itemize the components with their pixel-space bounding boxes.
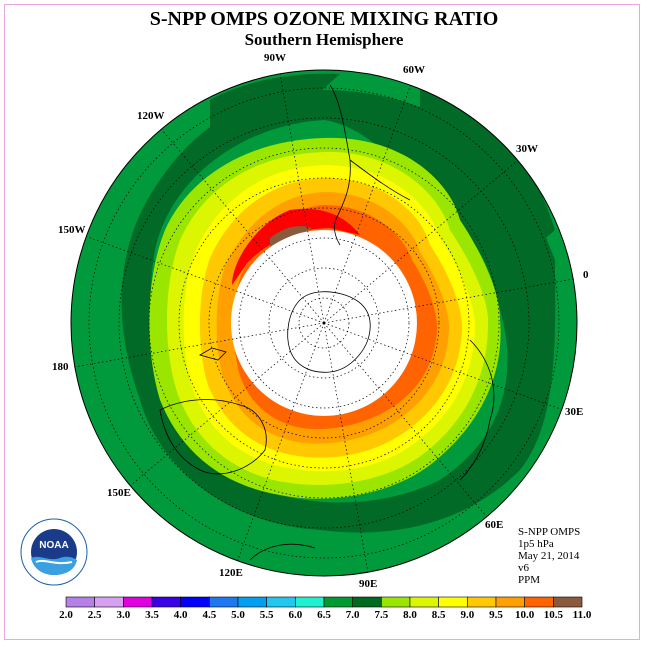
colorbar-swatch: [438, 596, 468, 608]
info-units: PPM: [518, 574, 541, 586]
colorbar-swatch: [381, 596, 411, 608]
colorbar-tick-label: 8.0: [403, 609, 417, 621]
colorbar-tick-label: 3.5: [145, 609, 159, 621]
ozone-fill-dark-topleft: [210, 73, 340, 130]
colorbar-swatch: [553, 596, 583, 608]
lon-label-150e: 150E: [107, 487, 131, 499]
south-pole-marker: [322, 321, 326, 325]
latitude-grid: [88, 87, 560, 559]
info-pressure-level: 1p5 hPa: [518, 538, 554, 550]
lon-label-120e: 120E: [219, 567, 243, 579]
colorbar: 2.0 2.5 3.0 3.5 4.0 4.5 5.0 5.5 6.0 6.5 7.0 7.5 8.0 8…: [59, 596, 592, 621]
lon-label-0: 0: [583, 269, 589, 281]
new-zealand-coast: [198, 347, 227, 361]
colorbar-swatch: [209, 596, 239, 608]
colorbar-swatch: [323, 596, 353, 608]
africa-coast: [459, 339, 495, 481]
lon-label-60e: 60E: [485, 519, 503, 531]
colorbar-tick-label: 6.0: [288, 609, 302, 621]
colorbar-tick-label: 6.5: [317, 609, 331, 621]
map-outline: [70, 69, 578, 577]
colorbar-swatch: [94, 596, 124, 608]
lon-label-30w: 30W: [516, 143, 538, 155]
antarctica-coast: [287, 291, 371, 373]
lon-label-120w: 120W: [137, 110, 165, 122]
colorbar-swatch: [266, 596, 296, 608]
ozone-fill-dark-topright: [420, 90, 555, 260]
info-instrument: S-NPP OMPS: [518, 526, 581, 538]
colorbar-tick-label: 11.0: [573, 609, 592, 621]
info-panel: S-NPP OMPS 1p5 hPa May 21, 2014 v6 PPM: [518, 526, 580, 586]
colorbar-tick-label: 10.0: [515, 609, 535, 621]
page-subtitle: Southern Hemisphere: [244, 30, 404, 49]
map-disk: [71, 70, 577, 576]
colorbar-swatch: [467, 596, 497, 608]
colorbar-tick-label: 2.0: [59, 609, 73, 621]
asia-coast: [249, 543, 316, 561]
colorbar-tick-label: 7.0: [346, 609, 360, 621]
colorbar-tick-label: 5.0: [231, 609, 245, 621]
page-title: S-NPP OMPS OZONE MIXING RATIO: [149, 8, 499, 30]
noaa-logo-text: NOAA: [39, 540, 68, 551]
coastlines: [159, 84, 495, 561]
colorbar-swatch: [180, 596, 210, 608]
info-date: May 21, 2014: [518, 550, 580, 562]
colorbar-tick-label: 9.5: [489, 609, 503, 621]
colorbar-swatch: [237, 596, 267, 608]
colorbar-tick-label: 7.5: [374, 609, 388, 621]
colorbar-tick-label: 4.0: [174, 609, 188, 621]
colorbar-tick-label: 5.5: [260, 609, 274, 621]
colorbar-tick-label: 2.5: [88, 609, 102, 621]
lon-label-150w: 150W: [58, 224, 86, 236]
colorbar-tick-label: 4.5: [202, 609, 216, 621]
colorbar-tick-label: 3.0: [116, 609, 130, 621]
colorbar-swatch: [151, 596, 181, 608]
colorbar-swatch: [495, 596, 525, 608]
colorbar-swatch: [123, 596, 153, 608]
south-america-coast: [329, 84, 411, 246]
colorbar-swatch: [352, 596, 382, 608]
colorbar-swatch: [409, 596, 439, 608]
lon-label-90w: 90W: [264, 52, 286, 64]
colorbar-tick-label: 10.5: [544, 609, 564, 621]
lon-label-90e: 90E: [359, 578, 377, 590]
colorbar-tick-label: 9.0: [460, 609, 474, 621]
info-version: v6: [518, 562, 529, 574]
australia-coast: [159, 399, 267, 475]
lon-label-30e: 30E: [565, 406, 583, 418]
lon-label-60w: 60W: [403, 64, 425, 76]
ozone-band-10-10.5: [232, 208, 360, 285]
colorbar-tick-label: 8.5: [432, 609, 446, 621]
lon-label-180: 180: [52, 361, 69, 373]
colorbar-swatch: [295, 596, 325, 608]
noaa-logo: NOAA: [20, 518, 88, 586]
colorbar-swatch: [524, 596, 554, 608]
colorbar-swatch: [65, 596, 95, 608]
figure-frame: [4, 4, 640, 640]
